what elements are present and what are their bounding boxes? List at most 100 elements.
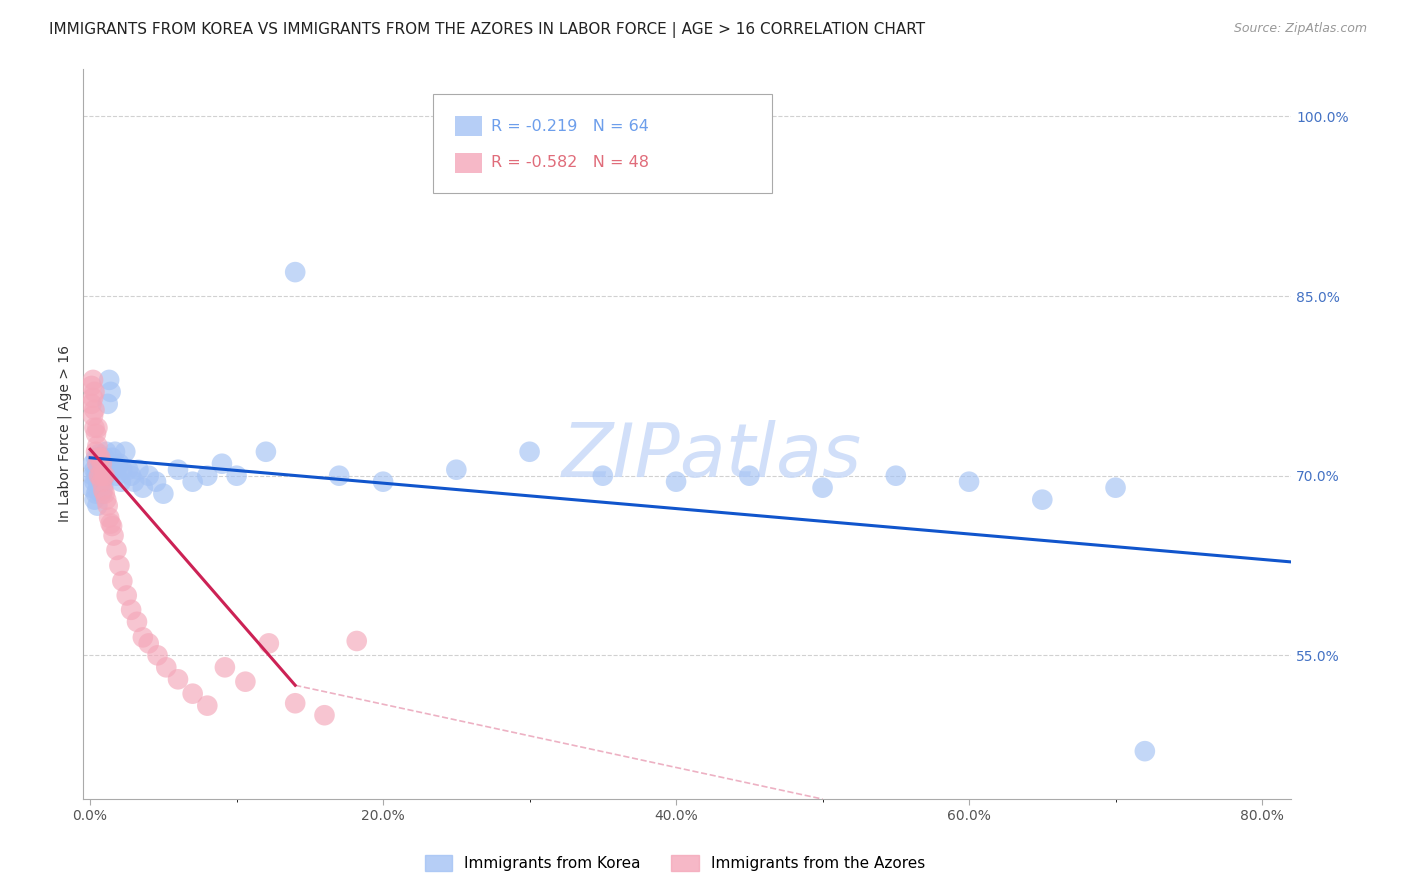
- Point: [91, 468, 114, 483]
- Point: [80, 481, 103, 495]
- Point: [90, 457, 112, 471]
- Point: [284, 265, 307, 279]
- Point: [146, 648, 169, 663]
- Point: [104, 444, 127, 458]
- Point: [87, 478, 110, 492]
- Point: [1031, 492, 1053, 507]
- Point: [446, 463, 468, 477]
- Point: [86, 439, 108, 453]
- Point: [94, 450, 117, 465]
- Point: [91, 457, 114, 471]
- Point: [138, 468, 160, 483]
- Point: [101, 450, 124, 465]
- Point: [145, 475, 167, 489]
- Point: [97, 397, 120, 411]
- Point: [86, 499, 108, 513]
- Point: [83, 402, 105, 417]
- Point: [87, 468, 110, 483]
- Point: [89, 475, 111, 489]
- Point: [84, 468, 107, 483]
- Point: [84, 450, 107, 465]
- Point: [84, 426, 107, 441]
- Point: [167, 463, 190, 477]
- Point: [811, 481, 834, 495]
- Point: [105, 543, 128, 558]
- Point: [82, 373, 104, 387]
- Point: [117, 463, 139, 477]
- Point: [83, 384, 105, 399]
- Point: [84, 486, 107, 500]
- FancyBboxPatch shape: [456, 153, 482, 173]
- Point: [89, 459, 111, 474]
- Point: [110, 475, 132, 489]
- Point: [108, 558, 131, 573]
- Point: [1104, 481, 1126, 495]
- Point: [138, 636, 160, 650]
- Point: [181, 475, 204, 489]
- Point: [181, 687, 204, 701]
- Point: [103, 463, 125, 477]
- Point: [100, 516, 122, 531]
- Point: [235, 674, 257, 689]
- Point: [107, 459, 129, 474]
- Point: [89, 450, 111, 465]
- FancyBboxPatch shape: [456, 116, 482, 136]
- Point: [519, 444, 541, 458]
- Point: [346, 634, 368, 648]
- Point: [120, 468, 142, 483]
- Point: [214, 660, 236, 674]
- Point: [195, 468, 218, 483]
- Point: [371, 475, 394, 489]
- Point: [83, 475, 105, 489]
- Point: [82, 391, 104, 405]
- Point: [96, 492, 118, 507]
- Point: [211, 457, 233, 471]
- Point: [225, 468, 247, 483]
- Point: [115, 589, 138, 603]
- FancyBboxPatch shape: [433, 94, 772, 193]
- Point: [94, 468, 117, 483]
- Point: [89, 468, 111, 483]
- Point: [83, 463, 105, 477]
- Point: [98, 510, 121, 524]
- Point: [957, 475, 980, 489]
- Point: [111, 463, 134, 477]
- Point: [884, 468, 907, 483]
- Point: [111, 574, 134, 588]
- Text: ZIPatlas: ZIPatlas: [561, 420, 862, 491]
- Point: [108, 457, 131, 471]
- Point: [90, 475, 112, 489]
- Point: [84, 444, 107, 458]
- Point: [87, 463, 110, 477]
- Point: [314, 708, 336, 723]
- Point: [80, 397, 103, 411]
- Y-axis label: In Labor Force | Age > 16: In Labor Force | Age > 16: [58, 345, 72, 523]
- Point: [284, 696, 307, 710]
- Text: R = -0.219   N = 64: R = -0.219 N = 64: [491, 119, 650, 134]
- Point: [86, 457, 108, 471]
- Point: [83, 492, 105, 507]
- Point: [90, 468, 112, 483]
- Point: [82, 409, 104, 423]
- Point: [254, 444, 277, 458]
- Legend: Immigrants from Korea, Immigrants from the Azores: Immigrants from Korea, Immigrants from t…: [419, 849, 931, 877]
- Point: [100, 384, 122, 399]
- Point: [738, 468, 761, 483]
- Point: [94, 486, 117, 500]
- Point: [82, 468, 104, 483]
- Point: [167, 673, 190, 687]
- Point: [82, 457, 104, 471]
- Point: [103, 528, 125, 542]
- Point: [94, 468, 117, 483]
- Text: R = -0.582   N = 48: R = -0.582 N = 48: [491, 155, 650, 170]
- Point: [98, 373, 121, 387]
- Point: [80, 379, 103, 393]
- Point: [105, 468, 128, 483]
- Point: [86, 483, 108, 497]
- Point: [96, 444, 118, 458]
- Text: IMMIGRANTS FROM KOREA VS IMMIGRANTS FROM THE AZORES IN LABOR FORCE | AGE > 16 CO: IMMIGRANTS FROM KOREA VS IMMIGRANTS FROM…: [49, 22, 925, 38]
- Point: [87, 450, 110, 465]
- Text: Source: ZipAtlas.com: Source: ZipAtlas.com: [1233, 22, 1367, 36]
- Point: [125, 615, 148, 629]
- Point: [155, 660, 177, 674]
